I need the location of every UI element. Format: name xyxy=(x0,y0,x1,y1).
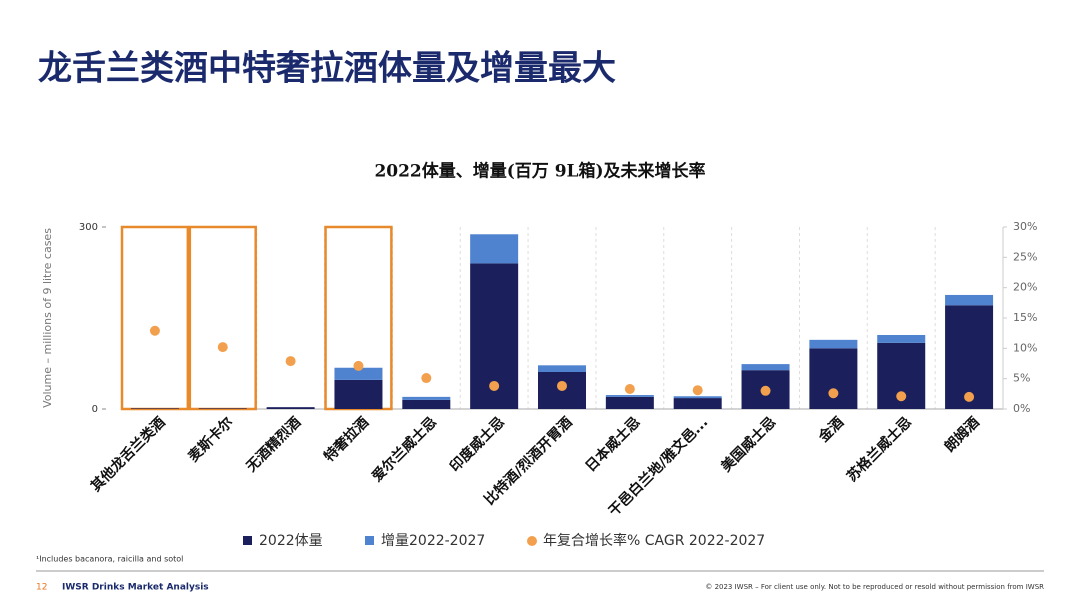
cagr-dot xyxy=(285,356,296,367)
cagr-dot xyxy=(557,380,567,391)
bar xyxy=(334,367,383,380)
x-tick-label: 无酒精烈酒 xyxy=(242,414,304,476)
bar xyxy=(877,334,926,343)
legend-label: 增量2022-2027 xyxy=(381,533,485,549)
x-tick-label: 日本威士忌 xyxy=(582,414,644,476)
bar xyxy=(266,407,315,409)
bar xyxy=(605,396,654,409)
cagr-dot xyxy=(217,342,228,353)
highlight-box xyxy=(188,225,257,411)
bar xyxy=(741,364,790,371)
bar xyxy=(673,398,722,409)
cagr-dot xyxy=(828,388,839,399)
y2-tick-label: 0% xyxy=(1013,402,1030,415)
x-tick-label: 美国威士忌 xyxy=(718,414,780,476)
page-number: 12 xyxy=(36,583,47,593)
x-tick-label: 金酒 xyxy=(815,414,848,447)
x-tick-label: 其他龙舌兰类酒 xyxy=(87,414,168,495)
x-tick-label: 特奢拉酒 xyxy=(320,414,372,466)
cagr-dot xyxy=(760,385,771,396)
bar xyxy=(470,234,519,264)
bar xyxy=(130,408,179,409)
copyright: © 2023 IWSR – For client use only. Not t… xyxy=(705,583,1044,591)
legend-label: 2022体量 xyxy=(259,533,323,549)
y2-tick-label: 5% xyxy=(1013,372,1030,385)
cagr-dot xyxy=(489,380,500,391)
chart-title: 2022体量、增量(百万 9L箱)及未来增长率 xyxy=(374,161,705,182)
cagr-dot xyxy=(896,391,907,402)
footnote: ¹Includes bacanora, raicilla and sotol xyxy=(36,555,183,564)
y-tick-label: 300 xyxy=(79,222,98,233)
legend-marker xyxy=(365,536,374,545)
page-title: 龙舌兰类酒中特奢拉酒体量及增量最大 xyxy=(38,49,616,89)
bar xyxy=(809,339,858,349)
x-tick-label: 朗姆酒 xyxy=(941,414,983,456)
cagr-dot xyxy=(421,373,432,384)
bar xyxy=(605,395,654,397)
cagr-dot xyxy=(149,325,160,336)
bar xyxy=(945,305,994,409)
legend-marker xyxy=(527,536,537,546)
y-axis-label: Volume – millions of 9 litre cases xyxy=(41,228,54,408)
cagr-dot xyxy=(964,391,975,402)
x-tick-label: 麦斯卡尔 xyxy=(185,414,237,466)
x-tick-label: 印度威士忌 xyxy=(446,414,508,476)
bar xyxy=(673,396,722,399)
bar xyxy=(945,294,994,306)
bar xyxy=(809,348,858,409)
x-tick-label: 苏格兰威士忌 xyxy=(843,414,914,485)
legend-marker xyxy=(243,536,252,545)
x-tick-label: 爱尔兰威士忌 xyxy=(369,414,440,485)
bar xyxy=(538,365,586,372)
cagr-dot xyxy=(624,383,635,394)
cagr-dot xyxy=(353,360,364,371)
bar xyxy=(334,379,383,409)
y2-tick-label: 30% xyxy=(1013,220,1037,233)
legend-label: 年复合增长率% CAGR 2022-2027 xyxy=(543,532,765,549)
bar xyxy=(198,408,247,409)
bar xyxy=(402,399,451,409)
y2-tick-label: 10% xyxy=(1013,341,1037,354)
y2-tick-label: 15% xyxy=(1013,311,1037,324)
y-tick-label: 0 xyxy=(92,404,98,415)
footer-brand: IWSR Drinks Market Analysis xyxy=(62,583,209,593)
cagr-dot xyxy=(692,385,703,396)
bar xyxy=(402,396,451,400)
y2-tick-label: 25% xyxy=(1013,250,1037,263)
highlight-box xyxy=(120,225,190,411)
y2-tick-label: 20% xyxy=(1013,281,1037,294)
